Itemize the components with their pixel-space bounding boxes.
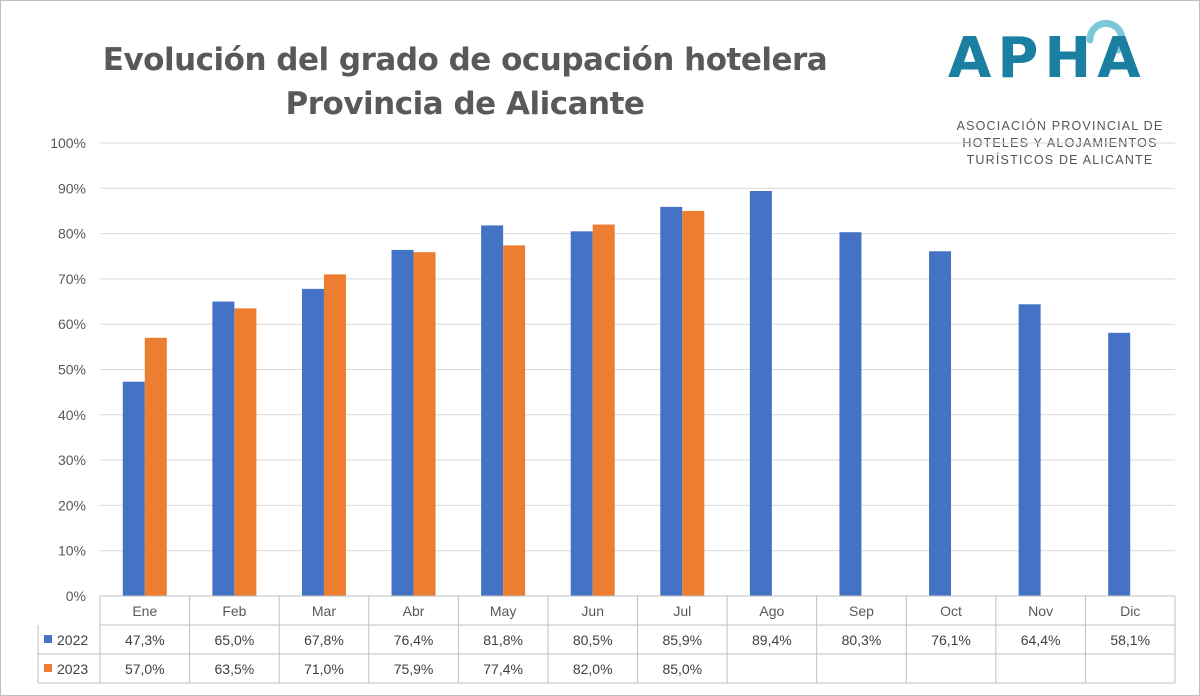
x-tick-label: Ago (759, 603, 784, 619)
y-tick-label: 100% (50, 135, 86, 151)
data-label-2023: 77,4% (483, 661, 523, 677)
bar-2023-Mar (323, 274, 346, 596)
data-label-2022: 80,3% (842, 632, 882, 648)
bar-2023-Abr (413, 252, 436, 596)
y-tick-label: 40% (58, 407, 86, 423)
data-label-2022: 47,3% (125, 632, 165, 648)
apha-logo-mark (1086, 19, 1126, 54)
data-label-2022: 76,1% (931, 632, 971, 648)
chart-title-line2: Provincia de Alicante (285, 86, 645, 122)
data-label-2023: 57,0% (125, 661, 165, 677)
bar-2023-May (503, 245, 526, 597)
y-tick-label: 70% (58, 271, 86, 287)
bar-2022-May (481, 225, 504, 597)
data-label-2022: 81,8% (483, 632, 523, 648)
data-label-2023: 75,9% (394, 661, 434, 677)
y-tick-label: 30% (58, 452, 86, 468)
x-tick-label: Nov (1028, 603, 1053, 619)
bar-2022-Oct (929, 251, 952, 596)
data-label-2023: 63,5% (215, 661, 255, 677)
y-tick-label: 10% (58, 543, 86, 559)
x-tick-label: Sep (849, 603, 874, 619)
bar-2022-Mar (301, 288, 324, 596)
x-tick-label: Jul (673, 603, 691, 619)
x-tick-label: Feb (222, 603, 246, 619)
data-label-2023: 82,0% (573, 661, 613, 677)
chart-title: Evolución del grado de ocupación hoteler… (30, 38, 900, 126)
x-tick-label: Jun (581, 603, 604, 619)
apha-logo-wordmark: APHA (948, 26, 1147, 91)
bar-2023-Feb (234, 308, 257, 596)
data-label-2022: 64,4% (1021, 632, 1061, 648)
x-tick-label: Mar (312, 603, 336, 619)
apha-logo-subtitle-line: TURÍSTICOS DE ALICANTE (966, 153, 1154, 167)
bar-2022-Ene (122, 381, 145, 596)
bar-2023-Ene (144, 337, 167, 596)
bar-2022-Sep (839, 232, 862, 596)
data-label-2022: 89,4% (752, 632, 792, 648)
data-label-2022: 80,5% (573, 632, 613, 648)
bar-2022-Ago (749, 191, 772, 596)
data-label-2023: 85,0% (662, 661, 702, 677)
x-tick-label: Dic (1120, 603, 1140, 619)
data-label-2022: 76,4% (394, 632, 434, 648)
apha-logo: APHA ASOCIACIÓN PROVINCIAL DE HOTELES Y … (940, 10, 1180, 175)
y-tick-label: 90% (58, 180, 86, 196)
bar-2022-Nov (1018, 304, 1041, 596)
y-tick-label: 80% (58, 226, 86, 242)
y-tick-label: 0% (66, 588, 86, 604)
bar-2022-Jun (570, 231, 593, 596)
data-label-2022: 67,8% (304, 632, 344, 648)
legend-swatch-2023 (44, 664, 52, 672)
apha-logo-subtitle-line: ASOCIACIÓN PROVINCIAL DE (956, 119, 1164, 133)
legend-label-2023: 2023 (57, 661, 88, 677)
x-tick-label: Abr (403, 603, 425, 619)
x-tick-label: May (490, 603, 516, 619)
y-tick-label: 60% (58, 316, 86, 332)
data-label-2023: 71,0% (304, 661, 344, 677)
legend-label-2022: 2022 (57, 632, 88, 648)
bar-2023-Jul (682, 210, 705, 596)
bar-2023-Jun (592, 224, 615, 597)
x-tick-label: Oct (940, 603, 962, 619)
bar-2022-Dic (1108, 332, 1131, 596)
x-tick-label: Ene (132, 603, 157, 619)
y-tick-label: 20% (58, 497, 86, 513)
chart-title-line1: Evolución del grado de ocupación hoteler… (102, 42, 828, 78)
y-tick-label: 50% (58, 362, 86, 378)
bar-2022-Feb (212, 301, 235, 596)
bar-2022-Abr (391, 249, 414, 596)
data-label-2022: 85,9% (662, 632, 702, 648)
bar-2022-Jul (660, 206, 683, 597)
legend-swatch-2022 (44, 635, 52, 643)
data-label-2022: 58,1% (1110, 632, 1150, 648)
data-label-2022: 65,0% (215, 632, 255, 648)
